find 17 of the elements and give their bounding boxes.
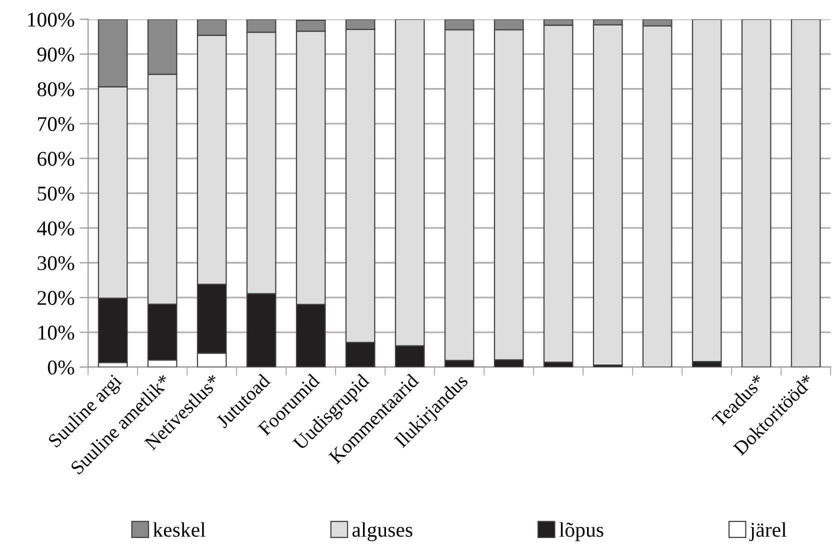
y-tick-label: 20% [38,290,74,306]
y-tick-label: 30% [38,256,74,270]
legend-label: alguses [352,522,412,542]
y-tick-label: 40% [37,221,74,236]
y-tick-label: 10% [38,326,74,340]
bar [790,19,821,368]
legend-label: järel [749,522,786,542]
legend-label: lõpus [559,522,604,542]
y-tick-label: 60% [38,152,74,166]
legend-label: keskel [153,522,206,537]
y-tick-label: 90% [37,47,74,62]
y-tick-label: 50% [38,186,74,201]
y-tick-label: 70% [38,117,74,132]
y-tick-label: 0% [48,360,74,375]
bar [741,19,772,368]
y-tick-label: 100% [28,12,74,27]
y-tick-label: 80% [38,82,74,96]
